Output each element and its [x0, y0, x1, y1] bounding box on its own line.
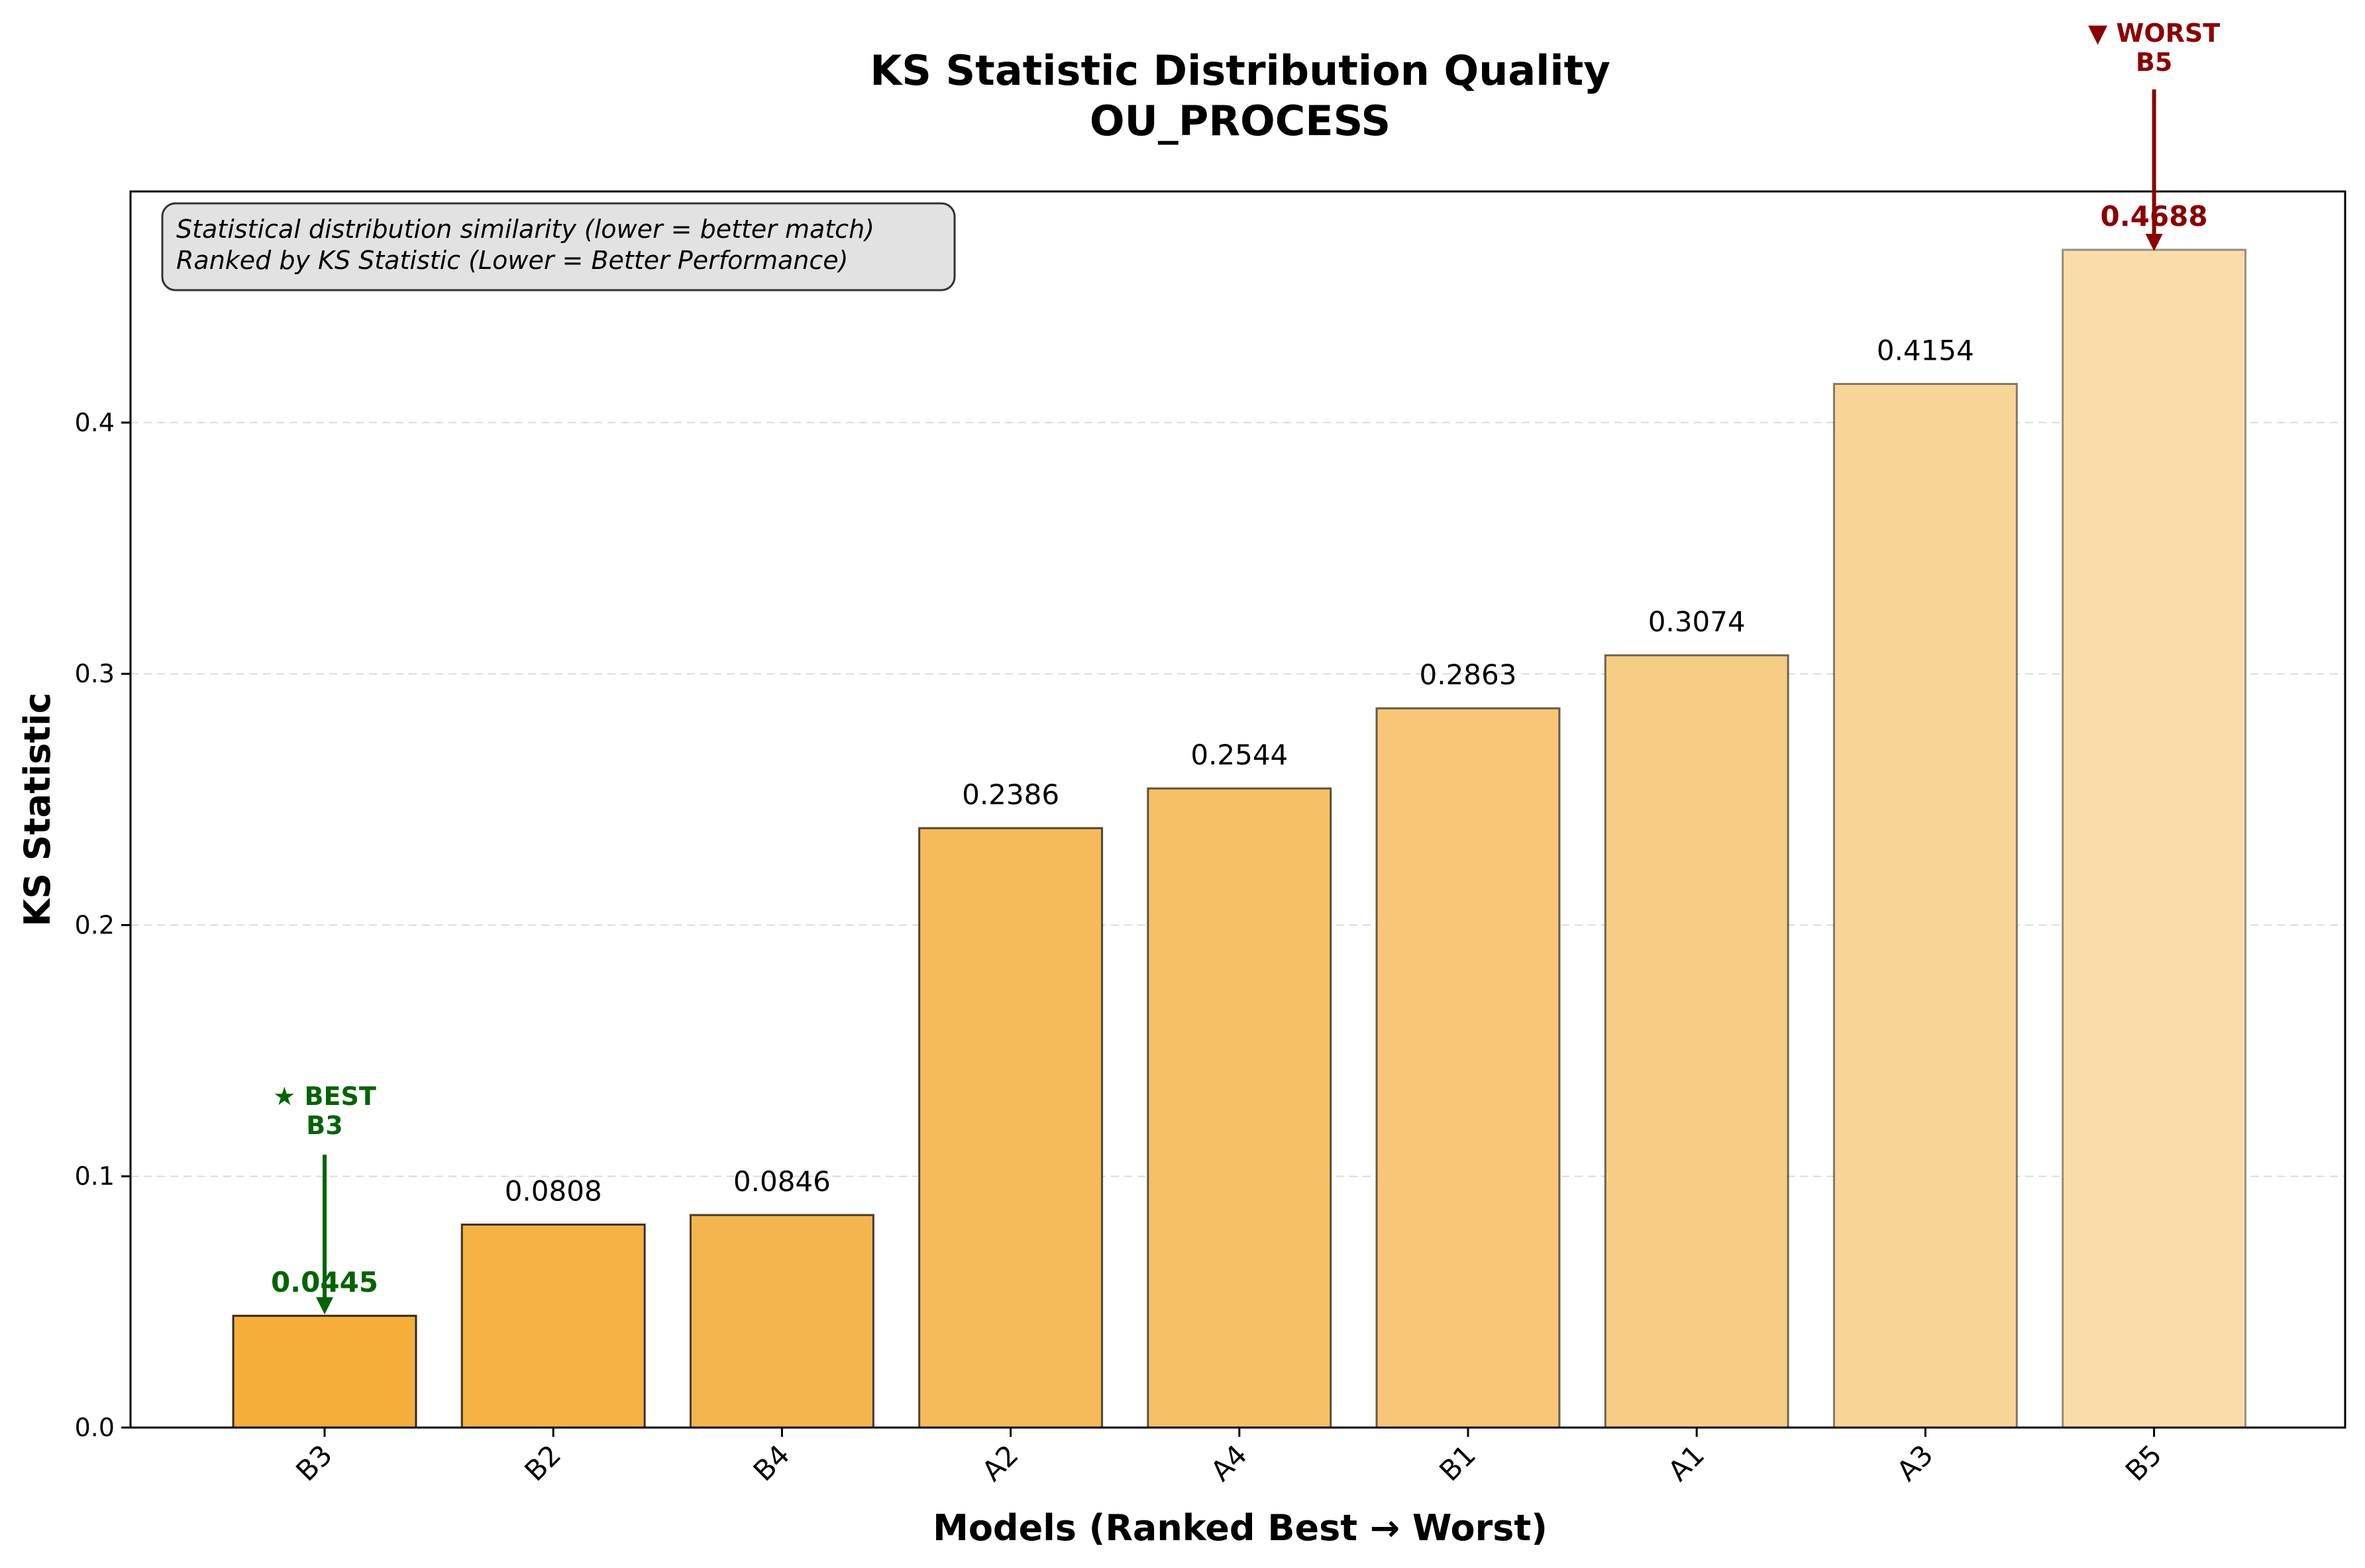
value-label-B2: 0.0808	[505, 1175, 602, 1208]
bar-B4	[689, 1214, 874, 1429]
best-annotation-line-2: B3	[306, 1111, 342, 1140]
y-tick-label-3: 0.3	[75, 659, 115, 688]
x-axis-label: Models (Ranked Best → Worst)	[933, 1507, 1548, 1549]
x-tick-label-A4: A4	[1204, 1438, 1253, 1487]
bar-B2	[460, 1224, 646, 1429]
bar-A4	[1147, 787, 1332, 1429]
chart-title: KS Statistic Distribution Quality	[870, 46, 1610, 95]
x-tick-label-A2: A2	[976, 1438, 1025, 1487]
y-axis-label: KS Statistic	[17, 692, 58, 926]
worst-arrow-head	[2145, 233, 2163, 251]
bar-A2	[918, 827, 1104, 1429]
y-tick-label-1: 0.1	[75, 1162, 115, 1191]
worst-annotation-line-1: ▼ WORST	[2088, 19, 2220, 48]
info-box: Statistical distribution similarity (low…	[161, 202, 956, 291]
y-tick-label-2: 0.2	[75, 910, 115, 939]
value-label-B1: 0.2863	[1420, 658, 1517, 691]
value-label-B4: 0.0846	[733, 1165, 831, 1198]
x-tick-label-B1: B1	[1433, 1438, 1482, 1487]
info-line-2: Ranked by KS Statistic (Lower = Better P…	[176, 246, 848, 275]
bar-B5	[2062, 248, 2247, 1429]
bars	[232, 248, 2247, 1429]
value-label-A2: 0.2386	[962, 778, 1059, 811]
chart-subtitle: OU_PROCESS	[1090, 97, 1391, 145]
axes	[129, 190, 2346, 1429]
value-label-A1: 0.3074	[1648, 605, 1746, 638]
bar-A3	[1832, 383, 2018, 1429]
bar-A1	[1604, 654, 1789, 1429]
value-label-A3: 0.4154	[1877, 335, 1974, 367]
best-arrow-head	[316, 1297, 333, 1315]
x-tick-label-B4: B4	[747, 1438, 796, 1487]
x-tick-label-B5: B5	[2119, 1438, 2168, 1487]
bar-B3	[232, 1314, 417, 1429]
plot-frame	[129, 190, 2346, 1429]
x-tick-label-A3: A3	[1891, 1438, 1940, 1487]
bar-B1	[1375, 707, 1561, 1429]
x-tick-label-B3: B3	[289, 1438, 339, 1487]
value-label-A4: 0.2544	[1190, 739, 1288, 771]
worst-annotation-line-2: B5	[2136, 48, 2172, 77]
x-tick-label-B2: B2	[518, 1438, 567, 1487]
y-tick-label-0: 0.0	[75, 1413, 115, 1442]
best-annotation-line-1: ★ BEST	[273, 1082, 376, 1111]
info-line-1: Statistical distribution similarity (low…	[176, 215, 874, 244]
x-tick-label-A1: A1	[1661, 1438, 1710, 1487]
info-box-background	[161, 202, 956, 291]
y-tick-label-4: 0.4	[75, 408, 115, 437]
